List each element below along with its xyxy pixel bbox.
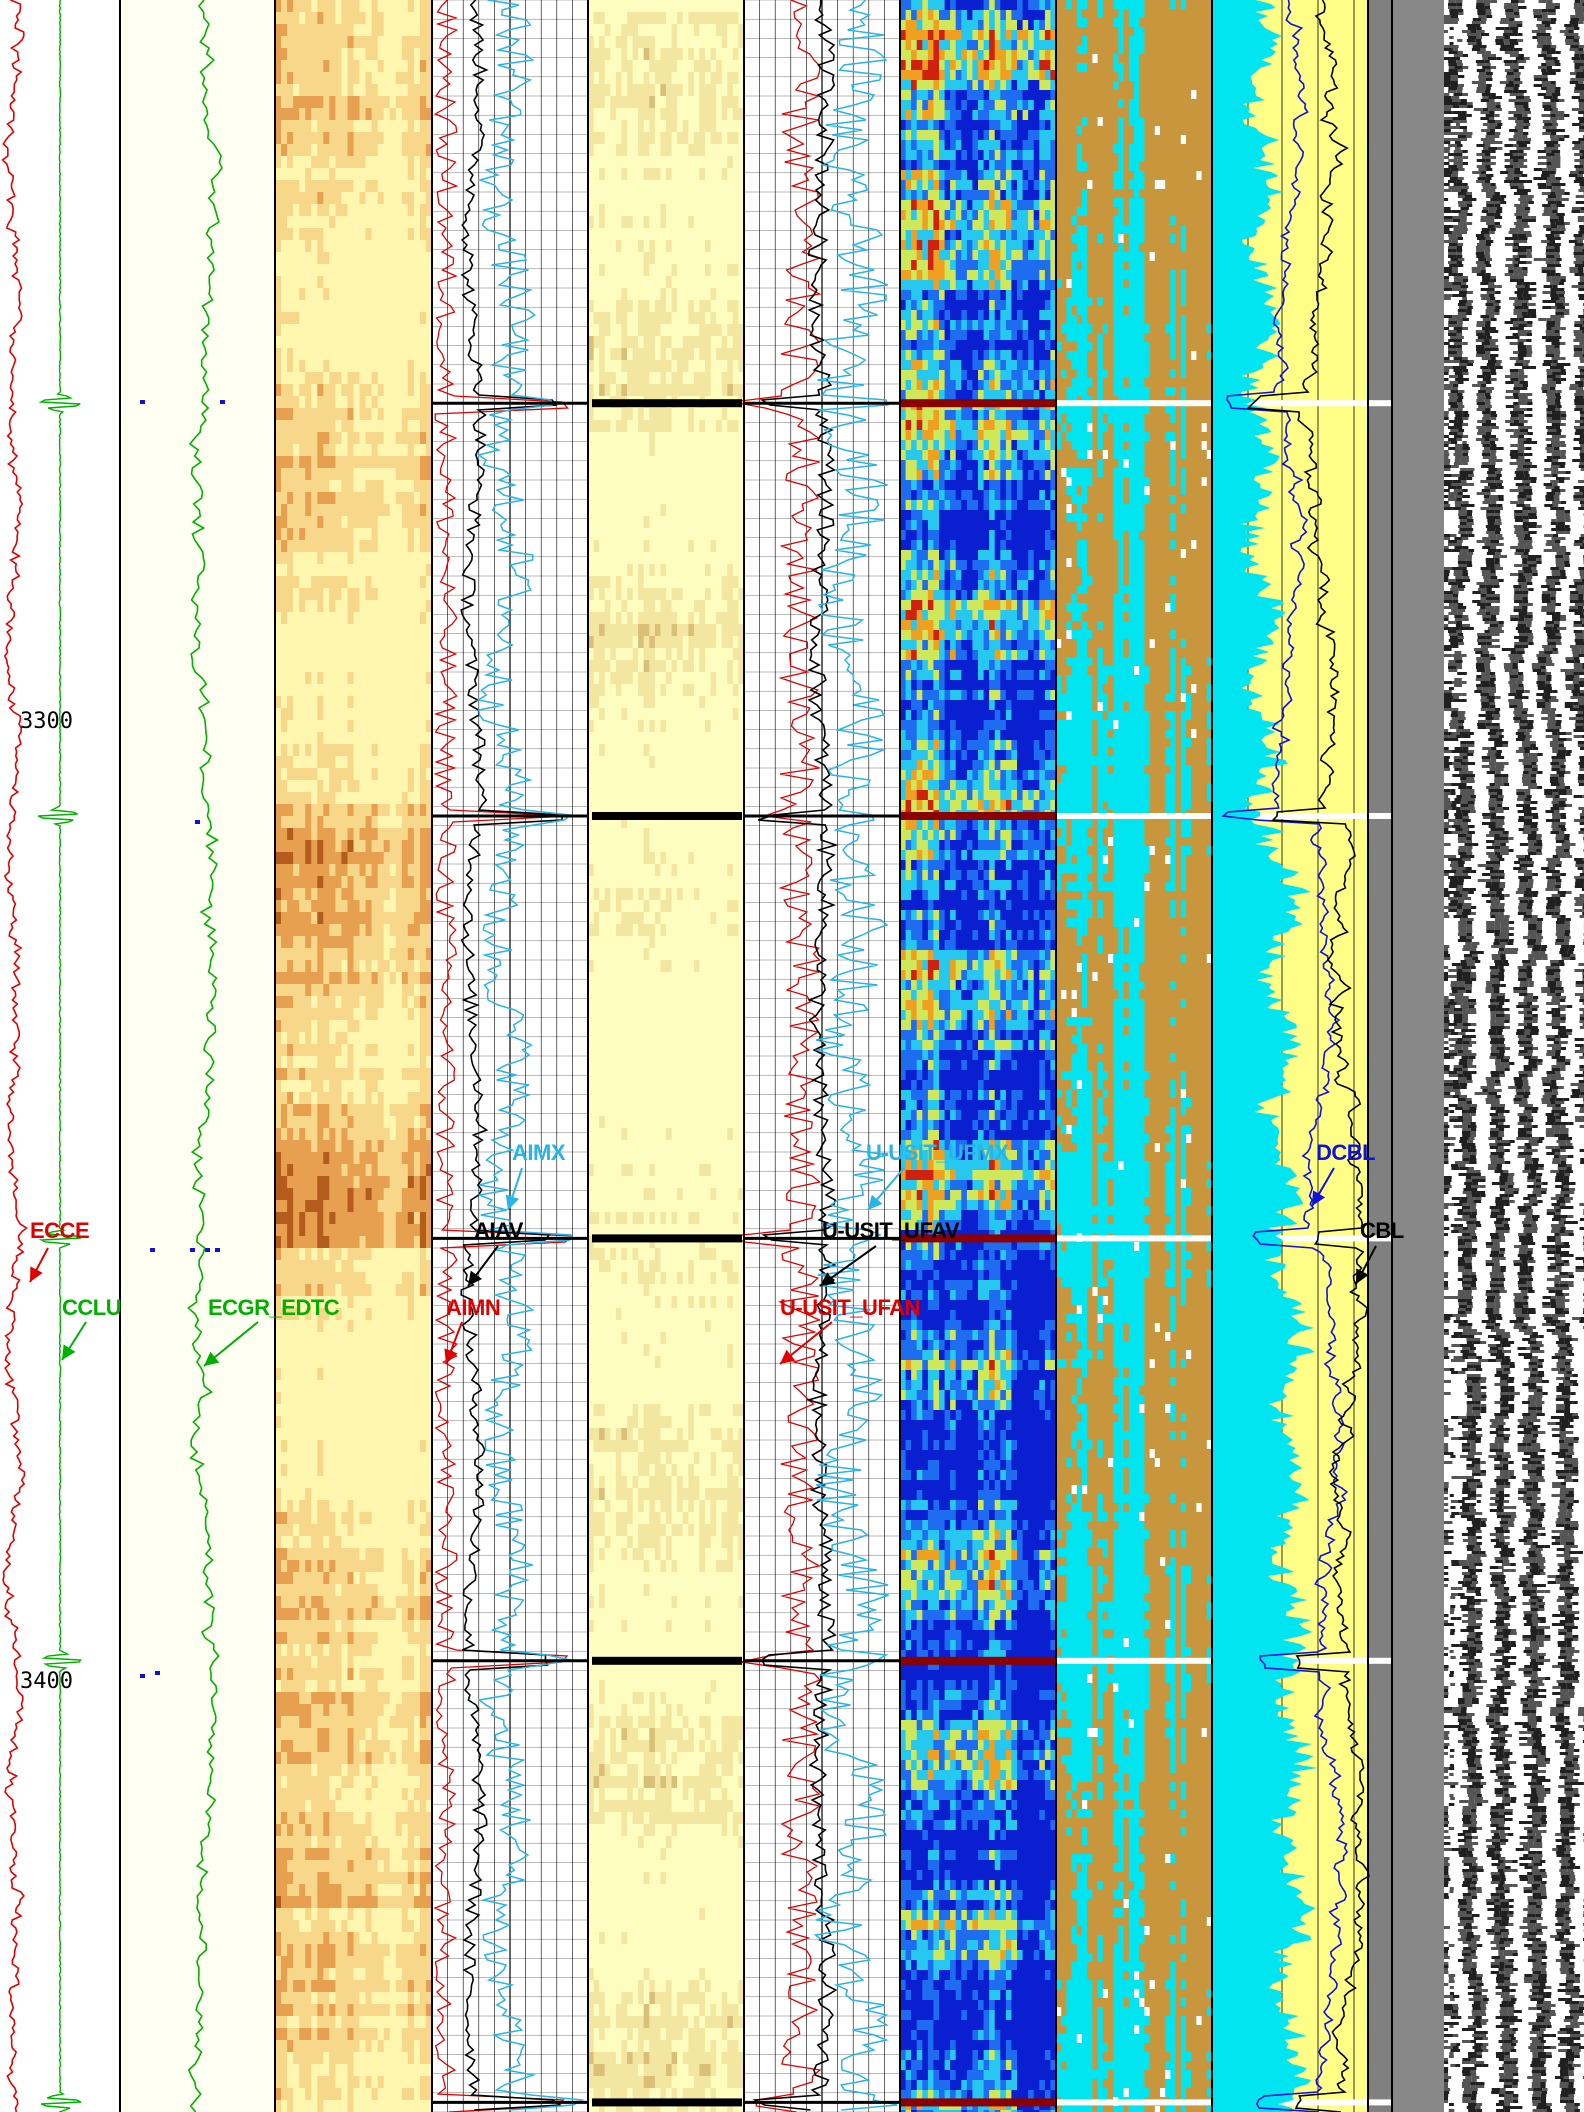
collar-band-t7-2 <box>900 1234 1056 1243</box>
curve-label-aiav: AIAV <box>467 1218 524 1287</box>
curve-label-text: AIAV <box>474 1218 524 1243</box>
curve-aimx <box>476 0 585 2111</box>
impedance-image-image <box>588 0 745 2112</box>
curve-label-u-usit-ufav: U-USIT_UFAV <box>819 1218 960 1287</box>
gamma-marker-7 <box>140 1674 145 1678</box>
curve-u-usit-ufav <box>752 0 839 2111</box>
curve-label-text: U-USIT_UFMX <box>866 1140 1009 1165</box>
arrow-head-icon <box>780 1349 796 1364</box>
curve-label-u-usit-ufan: U-USIT_UFAN <box>779 1295 920 1365</box>
log-curves <box>1 0 1392 2112</box>
gamma-marker-5 <box>205 1248 210 1252</box>
track-grids <box>432 0 1355 2112</box>
curve-label-aimx: AIMX <box>505 1140 566 1211</box>
collar-band-t7-0 <box>900 399 1056 408</box>
collar-band-t5-0 <box>592 399 742 408</box>
gamma-track-background <box>120 0 275 2112</box>
gamma-marker-8 <box>155 1671 160 1675</box>
acoustic-impedance-grid <box>432 0 588 2112</box>
gamma-marker-1 <box>220 400 225 404</box>
curve-label-cbl: CBL <box>1355 1218 1404 1285</box>
curve-label-ecgr-edtc: ECGR_EDTC <box>203 1295 340 1367</box>
collar-band-t7-3 <box>900 1656 1056 1665</box>
arrow-head-icon <box>204 1351 220 1366</box>
curve-cclu <box>37 0 82 2112</box>
curve-ecce <box>1 0 28 2112</box>
curve-u-usit-ufmx <box>813 0 898 2111</box>
curve-cbl <box>1246 0 1370 2112</box>
collar-band-t8-2 <box>1056 1235 1212 1242</box>
solid-liquid-gas-map-image <box>1056 0 1213 2112</box>
collar-band-t8-0 <box>1056 400 1212 407</box>
curve-label-text: CCLU <box>62 1295 121 1320</box>
curve-ecgr-edtc <box>187 0 223 2112</box>
curve-label-dcbl: DCBL <box>1311 1140 1376 1207</box>
collar-band-t9-4 <box>1212 2099 1392 2106</box>
collar-band-t9-2 <box>1212 1235 1392 1242</box>
collar-band-t9-3 <box>1212 1657 1392 1664</box>
collar-band-t8-3 <box>1056 1657 1212 1664</box>
curve-aimn <box>433 0 573 2112</box>
arrow-head-icon <box>1356 1268 1369 1284</box>
collar-band-t7-4 <box>900 2098 1056 2107</box>
cbl-cyan-fill <box>1212 0 1318 2112</box>
depth-labels: 3300 3400 <box>20 709 73 1694</box>
arrow-head-icon <box>444 1348 458 1364</box>
curve-label-text: AIMN <box>446 1295 500 1320</box>
arrow-head-icon <box>30 1266 43 1282</box>
curve-label-text: U-USIT_UFAV <box>822 1218 960 1243</box>
vdl-waveform <box>1392 0 1584 2112</box>
curve-u-usit-ufan <box>730 0 822 2112</box>
arrow-head-icon <box>868 1194 883 1210</box>
gamma-marker-3 <box>150 1248 155 1252</box>
curve-aiav <box>460 0 564 2111</box>
curve-label-ecce: ECCE <box>29 1218 90 1283</box>
curve-label-text: DCBL <box>1316 1140 1375 1165</box>
curve-label-aimn: AIMN <box>444 1295 501 1365</box>
gamma-marker-4 <box>190 1248 195 1252</box>
image-tracks <box>275 0 1584 2112</box>
collar-band-t8-1 <box>1056 813 1212 819</box>
curve-label-text: ECGR_EDTC <box>208 1295 340 1320</box>
arrow-head-icon <box>505 1194 520 1210</box>
gamma-marker-2 <box>195 820 200 824</box>
collar-band-t7-1 <box>900 812 1056 820</box>
collar-band-t5-4 <box>592 2098 742 2107</box>
arrow-head-icon <box>468 1270 482 1286</box>
curve-dcbl <box>1221 0 1349 2112</box>
gamma-marker-6 <box>215 1248 220 1252</box>
curve-label-text: U-USIT_UFAN <box>780 1295 920 1320</box>
gamma-marker-0 <box>140 400 145 404</box>
curve-labels: ECCE CCLU ECGR_EDTC AIMX AIAV AIMN U-USIT_UFMX… <box>29 1140 1404 1367</box>
curve-label-u-usit-ufmx: U-USIT_UFMX <box>866 1140 1010 1211</box>
curve-label-text: CBL <box>1360 1218 1404 1243</box>
collar-band-t9-1 <box>1212 813 1392 819</box>
track-borders <box>119 0 1393 2112</box>
collar-band-t8-4 <box>1056 2099 1212 2106</box>
arrow-head-icon <box>820 1272 836 1286</box>
curve-label-text: ECCE <box>30 1218 89 1243</box>
depth-label-3300: 3300 <box>20 709 73 734</box>
depth-label-3400: 3400 <box>20 1669 73 1694</box>
arrow-head-icon <box>62 1344 76 1360</box>
collar-band-t9-0 <box>1212 400 1392 407</box>
collar-band-t5-2 <box>592 1234 742 1243</box>
curve-label-cclu: CCLU <box>61 1295 122 1361</box>
ultrasonic-image-image <box>900 0 1057 2112</box>
curve-label-text: AIMX <box>512 1140 566 1165</box>
collar-band-t5-3 <box>592 1656 742 1665</box>
collar-band-t5-1 <box>592 812 742 820</box>
arrow-head-icon <box>1312 1190 1326 1206</box>
amplitude-image-image <box>275 0 433 2112</box>
cement-bond-curves <box>1212 0 1370 2112</box>
